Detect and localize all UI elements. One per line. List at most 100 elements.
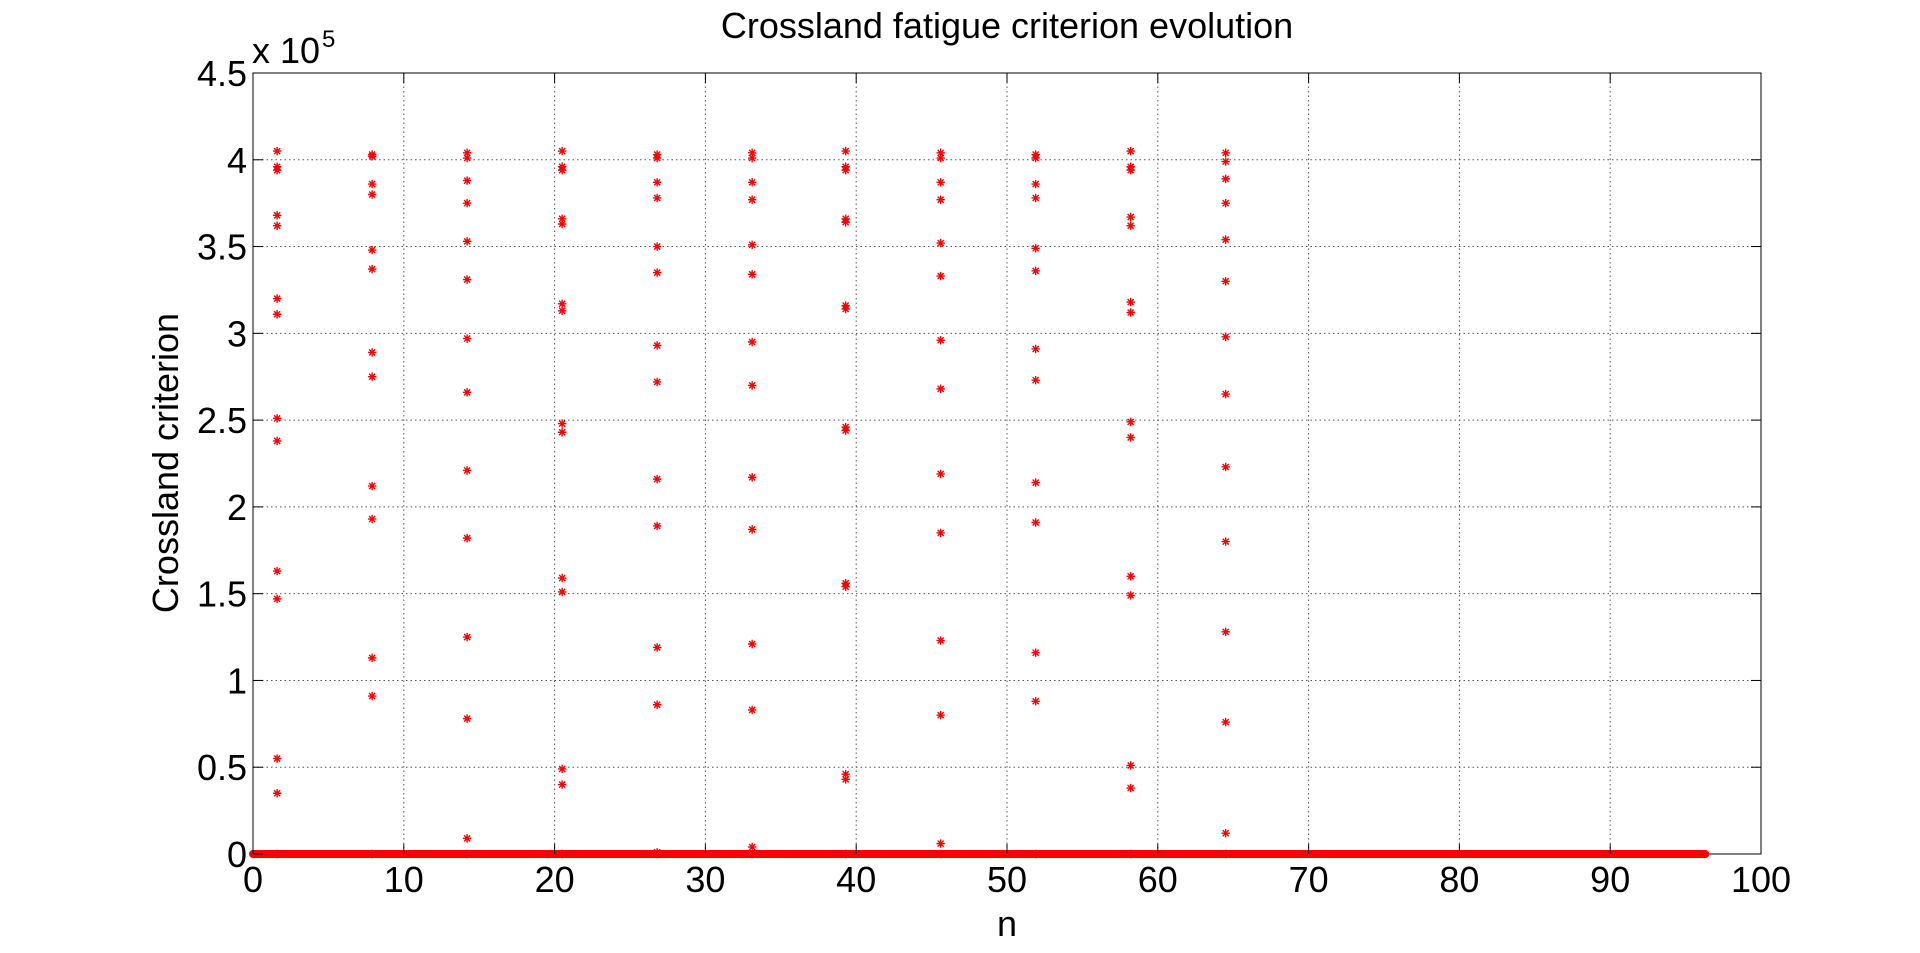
data-point-marker [1221,828,1230,838]
data-point-marker [462,632,472,642]
data-point-marker [557,573,567,583]
data-point-marker [557,306,567,315]
x-tick-label: 100 [1731,859,1791,900]
data-point-marker [462,714,472,723]
data-point-marker [747,842,757,852]
data-point-marker [747,381,757,390]
data-point-marker [1031,697,1040,706]
data-point-marker [936,710,945,720]
data-point-marker [272,754,282,763]
data-point-marker [652,193,662,203]
data-point-marker [1031,244,1040,253]
x-tick-label: 0 [243,859,263,900]
x-tick-label: 50 [987,859,1027,900]
data-point-marker [462,834,472,843]
data-point-marker [1031,849,1040,859]
y-scale-exponent: 5 [322,26,335,53]
x-tick-label: 90 [1590,859,1630,900]
data-point-marker [272,221,282,230]
data-point-marker [747,270,757,279]
data-point-marker [272,566,282,576]
data-point-marker [936,271,945,281]
data-point-marker [272,294,282,303]
data-point-marker [841,426,850,435]
y-tick-label: 3 [227,313,247,354]
data-point-marker [272,146,282,156]
data-point-marker [1126,433,1135,442]
data-point-marker [272,310,282,319]
data-point-marker [747,195,757,204]
data-point-marker [462,533,472,543]
data-point-marker [841,769,850,779]
data-point-marker [1126,212,1135,222]
x-axis-label: n [997,903,1017,944]
data-point-marker [1031,518,1040,527]
data-point-marker [652,268,662,277]
data-point-marker [936,384,945,394]
data-point-marker [462,466,472,475]
data-point-marker [1126,572,1135,581]
data-point-marker [652,153,662,163]
data-point-marker [272,849,282,859]
data-point-marker [462,275,472,284]
x-tick-label: 10 [384,859,424,900]
data-point-marker [1031,153,1040,163]
y-scale-multiplier: x 105 [252,26,335,71]
data-point-marker [557,419,567,428]
data-point-marker [936,636,945,645]
data-point-marker [936,178,945,187]
data-point-marker [1126,417,1135,427]
y-axis-label: Crossland criterion [145,313,186,613]
axis-ticks [252,72,1762,855]
data-point-marker [1221,332,1230,342]
data-point-marker [747,178,757,187]
data-point-marker [747,148,757,158]
data-point-marker [936,148,945,158]
x-tick-label: 20 [535,859,575,900]
data-point-marker [936,153,945,163]
data-point-marker [1126,849,1135,859]
data-point-marker [841,849,850,859]
data-point-marker [367,152,377,161]
data-point-marker [462,148,472,158]
y-tick-label: 1 [227,660,247,701]
data-point-marker [272,594,282,604]
y-scale-base: x 10 [252,30,320,71]
data-point-marker [652,341,662,350]
data-point-marker [462,388,472,397]
data-point-marker [367,264,377,274]
data-point-marker [462,153,472,163]
data-point-marker [367,653,377,663]
x-tick-label: 80 [1439,859,1479,900]
data-point-marker [747,240,757,250]
x-tick-label: 40 [836,859,876,900]
data-point-marker [747,525,757,534]
data-point-marker [1031,344,1040,354]
data-point-marker [652,521,662,531]
data-point-marker [1126,761,1135,770]
data-point-marker [272,211,282,220]
data-point-marker [462,237,472,246]
data-point-marker [1221,235,1230,244]
data-point-marker [1031,193,1040,203]
data-point-marker [557,764,567,774]
y-tick-label: 2 [227,487,247,528]
data-point-marker [747,473,757,482]
data-point-marker [1031,648,1040,657]
data-point-marker [462,849,472,859]
data-markers [272,146,1230,859]
data-point-marker [652,474,662,484]
data-point-marker [841,775,850,784]
data-point-marker [1221,277,1230,286]
data-point-marker [1221,157,1230,166]
data-point-marker [1031,179,1040,189]
data-point-marker [1126,146,1135,156]
data-point-marker [1221,174,1230,184]
data-point-marker [1221,849,1230,859]
data-point-marker [747,849,757,859]
data-point-marker [1221,537,1230,546]
y-tick-label: 0.5 [197,747,247,788]
data-point-marker [462,334,472,343]
data-point-marker [1221,148,1230,158]
